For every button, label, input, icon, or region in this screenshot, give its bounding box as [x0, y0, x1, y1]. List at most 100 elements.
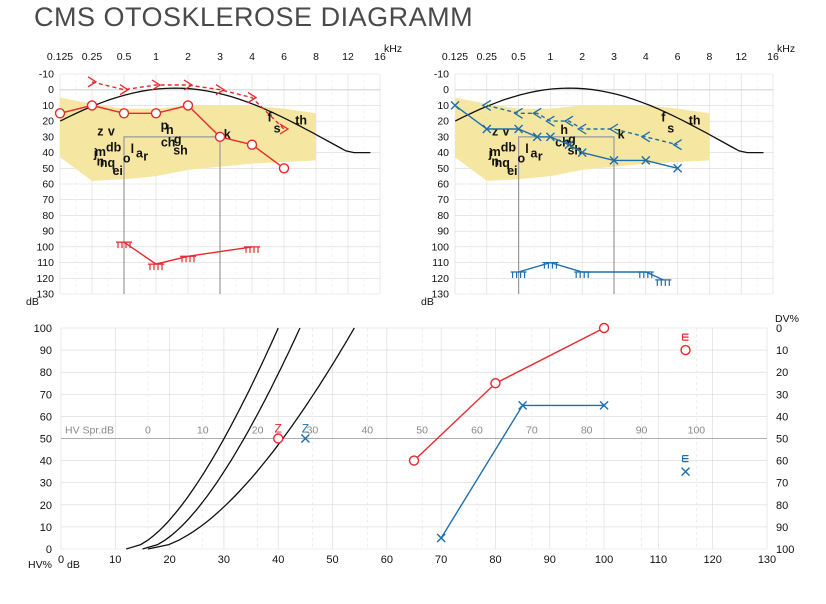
right-y-tick-label: 100 [36, 241, 54, 253]
right-bone-point [215, 84, 226, 96]
speech-secondary-axis-label: HV Spr.dB [65, 425, 114, 437]
speech-y2-tick-label: 70 [776, 478, 788, 490]
right-x-tick-label: 8 [313, 51, 319, 63]
left-speech-sound: i [514, 164, 517, 178]
speech-x-tick-label: 10 [109, 554, 121, 566]
left-bone-point [545, 115, 555, 127]
right-speech-sound: z [97, 125, 103, 139]
right-speech-sound: f [268, 110, 273, 124]
speech-secondary-tick-label: 10 [197, 425, 209, 437]
right-air-point [54, 108, 66, 119]
right-x-tick-label: 0.125 [47, 51, 73, 63]
left-bone-point [513, 107, 523, 119]
speech-y2-tick-label: 60 [776, 456, 788, 468]
speech-secondary-tick-label: 0 [145, 425, 151, 437]
speech-secondary-tick-label: 100 [688, 425, 706, 437]
left-audibility-curve [455, 87, 764, 154]
right-ucl-point [148, 263, 164, 271]
right-bone-point [183, 79, 194, 91]
left-ucl-point [655, 279, 672, 286]
right-speech-sound: o [123, 151, 131, 165]
left-air-point [450, 100, 460, 110]
left-speech-sound: a [531, 147, 539, 161]
speech-x-tick-label: 90 [544, 554, 556, 566]
right-y-tick-label: 80 [42, 210, 54, 222]
speech-x-tick-label: 70 [435, 554, 447, 566]
left-speech-sound: h [560, 123, 568, 137]
left-air-point [532, 132, 542, 142]
speech-y-tick-label: 10 [40, 522, 52, 534]
right-speech-sound: a [136, 147, 144, 161]
right-speech-sound: g [174, 132, 182, 146]
right-ucl-point [180, 255, 196, 263]
right-y-unit: dB [26, 296, 39, 308]
right-y-tick-label: 70 [42, 194, 54, 206]
left-air-point [641, 155, 651, 165]
left-bone-point [640, 131, 651, 143]
right-speech-sound: j [93, 147, 97, 161]
left-y-tick-label: 130 [431, 289, 449, 301]
speech-y-tick-label: 60 [40, 411, 52, 423]
speech-y-unit: HV% [28, 559, 52, 571]
right-bone-point [87, 76, 98, 88]
right-speech-sound: nq [100, 156, 115, 170]
speech-right-ear-point [408, 455, 420, 466]
speech-right-ear-discomfort-comb [681, 333, 689, 341]
right-bone-point [151, 79, 162, 91]
left-uncomfortable-level-line [518, 261, 664, 281]
speech-reference-curve [126, 327, 279, 550]
right-y-tick-label: 60 [42, 179, 54, 191]
right-y-tick-label: 30 [42, 131, 54, 143]
right-x-tick-label: 12 [342, 51, 354, 63]
left-y-tick-label: 0 [443, 84, 449, 96]
speech-y-tick-label: 40 [40, 456, 52, 468]
right-ucl-point [116, 241, 132, 249]
right-speech-sound: m [95, 145, 106, 159]
left-speech-sound: nq [495, 156, 510, 170]
left-bone-point [563, 115, 574, 127]
left-speech-sound: l [525, 142, 528, 156]
right-speech-sound: i [119, 164, 122, 178]
speech-y2-unit: DV% [775, 313, 799, 325]
left-speech-sound: th [689, 114, 701, 128]
right-y-tick-label: -10 [39, 69, 54, 81]
left-x-tick-label: 16 [767, 51, 779, 63]
speech-right-ear-discomfort-point [680, 344, 691, 356]
speech-x-tick-label: 30 [218, 554, 230, 566]
left-air-point [482, 124, 492, 134]
left-y-tick-label: 70 [437, 194, 449, 206]
speech-x-tick-label: 20 [163, 554, 175, 566]
right-range-box [123, 136, 221, 294]
left-speech-sound: j [488, 147, 492, 161]
left-air-point [577, 148, 587, 158]
speech-x-tick-label: 80 [489, 554, 501, 566]
speech-y2-tick-label: 10 [776, 345, 788, 357]
right-speech-sound: p [161, 118, 169, 132]
right-bone-conduction-line [91, 81, 285, 130]
page-title: CMS OTOSKLEROSE DIAGRAMM [34, 2, 474, 32]
left-ucl-point [637, 271, 654, 278]
right-y-tick-label: 110 [37, 257, 54, 269]
speech-y-tick-label: 30 [40, 478, 52, 490]
speech-x-tick-label: 60 [381, 554, 393, 566]
left-y-tick-label: 80 [437, 210, 449, 222]
right-ucl-point [244, 246, 260, 253]
speech-y2-tick-label: 90 [776, 522, 788, 534]
left-ucl-point [574, 271, 591, 278]
speech-left-ear-point [599, 400, 609, 410]
left-y-tick-label: 50 [437, 163, 449, 175]
left-speech-sound: r [538, 150, 543, 164]
speech-y-tick-label: 100 [34, 323, 52, 335]
speech-y-tick-label: 0 [46, 544, 52, 556]
right-x-tick-label: 2 [185, 51, 191, 63]
right-audibility-curve [60, 87, 371, 154]
right-bone-point [247, 92, 258, 104]
left-speech-sound: g [568, 132, 576, 146]
left-x-tick-label: 6 [675, 51, 681, 63]
right-speech-sound: e [112, 164, 119, 178]
right-x-unit: kHz [384, 43, 402, 55]
left-speech-sound: o [517, 151, 525, 165]
speech-x-tick-label: 130 [758, 554, 776, 566]
right-air-point [214, 131, 226, 143]
right-y-tick-label: 50 [42, 163, 54, 175]
